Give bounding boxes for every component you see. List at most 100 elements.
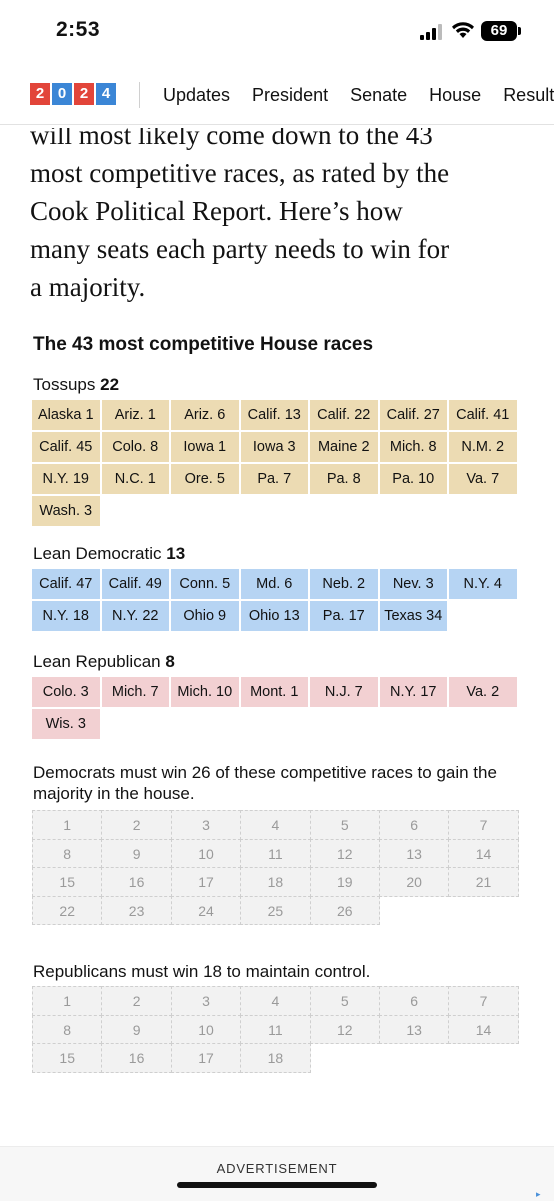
paragraph-line: most competitive races, as rated by the: [30, 158, 450, 188]
race-cell: Calif. 13: [240, 400, 308, 430]
group-name: Lean Democratic: [33, 544, 162, 563]
group-name: Tossups: [33, 375, 96, 394]
democrat-seat-slot: 8: [32, 838, 103, 868]
race-cell: Md. 6: [240, 569, 308, 599]
democrat-seat-slot: 17: [170, 867, 242, 897]
democrat-seat-slot: 6: [378, 810, 450, 840]
democrat-seat-slot: 10: [170, 838, 242, 868]
democrat-seat-slot: 7: [448, 810, 519, 840]
republican-seat-slot: 14: [448, 1014, 519, 1044]
republican-seat-slot: 9: [101, 1014, 172, 1044]
race-cell: Va. 7: [449, 464, 517, 494]
republican-seat-slot: 5: [309, 986, 380, 1016]
graphic-title: The 43 most competitive House races: [33, 334, 374, 355]
republican-seat-slot: 3: [170, 986, 242, 1016]
logo-digit: 2: [30, 83, 50, 105]
democrat-seat-slot: 25: [240, 895, 311, 925]
nav-divider: [139, 82, 140, 108]
democrats-seat-slots: 1 2 3 4 5 6 7 8 9 10 11 12 13 14 15 16 17 18 19 20 21 22 23 24 2…: [32, 810, 519, 925]
democrat-seat-slot: 2: [101, 810, 172, 840]
republican-seat-slot: 2: [101, 986, 172, 1016]
nav-link-updates[interactable]: Updates: [163, 85, 231, 105]
home-indicator[interactable]: [177, 1182, 377, 1188]
democrat-seat-slot: 14: [448, 838, 519, 868]
democrat-seat-slot: 4: [240, 810, 311, 840]
group-count: 8: [165, 652, 175, 671]
tossups-label: Tossups 22: [33, 375, 119, 395]
republican-seat-slot: 11: [240, 1014, 311, 1044]
race-cell: N.M. 2: [449, 432, 517, 462]
race-cell: Mont. 1: [240, 677, 308, 707]
nav-link-senate[interactable]: Senate: [350, 85, 408, 105]
race-cell: Texas 34: [379, 601, 447, 631]
nav-link-results[interactable]: Results: [503, 85, 554, 105]
republicans-seat-slots: 1 2 3 4 5 6 7 8 9 10 11 12 13 14 15 16 17 18: [32, 986, 519, 1073]
group-count: 13: [166, 544, 186, 563]
race-cell: Calif. 45: [32, 432, 100, 462]
republicans-requirement: Republicans must win 18 to maintain cont…: [33, 962, 371, 981]
race-cell: Pa. 8: [310, 464, 378, 494]
democrat-seat-slot: 26: [309, 895, 380, 925]
democrat-seat-slot: 21: [448, 867, 519, 897]
race-cell: Alaska 1: [32, 400, 100, 430]
democrat-seat-slot: 18: [240, 867, 311, 897]
democrat-seat-slot: 3: [170, 810, 242, 840]
race-cell: N.C. 1: [101, 464, 169, 494]
lean-republican-label: Lean Republican 8: [33, 652, 175, 672]
article-paragraph: will most likely come down to the 43 mos…: [30, 116, 530, 306]
paragraph-line: many seats each party needs to win for: [30, 234, 450, 264]
race-cell: Wis. 3: [32, 709, 100, 739]
democrat-seat-slot: 15: [32, 867, 103, 897]
race-cell: Calif. 41: [449, 400, 517, 430]
democrat-seat-slot: 11: [240, 838, 311, 868]
battery-icon: 69: [481, 21, 521, 41]
group-name: Lean Republican: [33, 652, 161, 671]
race-cell: Colo. 3: [32, 677, 100, 707]
democrat-seat-slot: 9: [101, 838, 172, 868]
logo-digit: 2: [74, 83, 94, 105]
logo-digit: 0: [52, 83, 72, 105]
lean-republican-grid: Colo. 3 Mich. 7 Mich. 10 Mont. 1 N.J. 7 N.Y. …: [32, 677, 518, 739]
race-cell: Calif. 49: [101, 569, 169, 599]
paragraph-line: a majority.: [30, 272, 146, 302]
republican-seat-slot: 6: [378, 986, 450, 1016]
race-cell: Pa. 17: [310, 601, 378, 631]
race-cell: Pa. 10: [379, 464, 447, 494]
adchoices-icon[interactable]: ▸: [536, 1189, 541, 1199]
race-cell: Ariz. 1: [101, 400, 169, 430]
race-cell: N.Y. 22: [101, 601, 169, 631]
republican-seat-slot: 18: [240, 1043, 311, 1073]
race-cell: Iowa 1: [171, 432, 239, 462]
paragraph-line: Cook Political Report. Here’s how: [30, 196, 403, 226]
democrats-requirement: Democrats must win 26 of these competiti…: [33, 763, 497, 803]
republican-seat-slot: 8: [32, 1014, 103, 1044]
republican-seat-slot: 16: [101, 1043, 172, 1073]
race-cell: Ohio 9: [171, 601, 239, 631]
race-cell: Mich. 7: [101, 677, 169, 707]
republican-seat-slot: 4: [240, 986, 311, 1016]
race-cell: Neb. 2: [310, 569, 378, 599]
lean-democratic-grid: Calif. 47 Calif. 49 Conn. 5 Md. 6 Neb. 2 Nev.…: [32, 569, 518, 631]
democrat-seat-slot: 1: [32, 810, 103, 840]
race-cell: Va. 2: [449, 677, 517, 707]
cellular-signal-icon: [420, 24, 442, 40]
advertisement-label: ADVERTISEMENT: [216, 1161, 338, 1176]
race-cell: Conn. 5: [171, 569, 239, 599]
race-cell: N.Y. 19: [32, 464, 100, 494]
advertisement-banner[interactable]: ADVERTISEMENT ▸: [0, 1146, 554, 1201]
section-nav: 2 0 2 4 Updates President Senate House R…: [0, 66, 554, 125]
status-bar: 2:53 69: [0, 0, 554, 60]
status-time: 2:53: [56, 18, 101, 41]
lean-democratic-label: Lean Democratic 13: [33, 544, 185, 564]
race-cell: N.J. 7: [310, 677, 378, 707]
election-2024-logo[interactable]: 2 0 2 4: [30, 83, 116, 105]
republican-seat-slot: 10: [170, 1014, 242, 1044]
democrat-seat-slot: 24: [170, 895, 242, 925]
nav-link-house[interactable]: House: [429, 85, 482, 105]
nav-link-president[interactable]: President: [252, 85, 329, 105]
democrat-seat-slot: 23: [101, 895, 172, 925]
race-cell: Iowa 3: [240, 432, 308, 462]
republican-seat-slot: 7: [448, 986, 519, 1016]
republican-seat-slot: 15: [32, 1043, 103, 1073]
race-cell: N.Y. 17: [379, 677, 447, 707]
